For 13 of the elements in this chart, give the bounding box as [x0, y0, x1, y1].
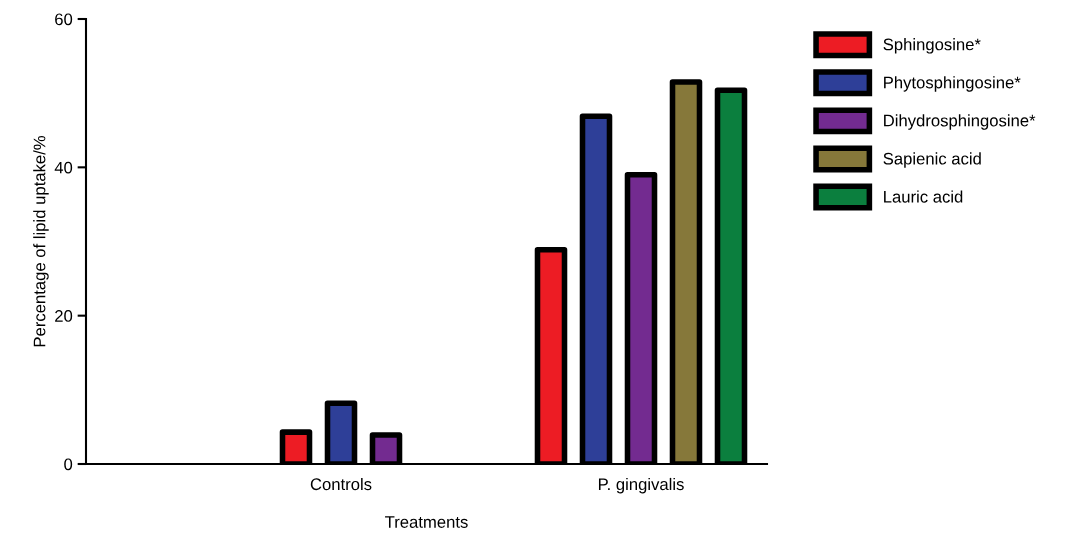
x-axis-title: Treatments [385, 516, 468, 528]
legend-label: Sapienic acid [883, 152, 981, 168]
legend-label: Lauric acid [884, 190, 963, 203]
legend-label: Phytosphingosine* [884, 76, 1021, 92]
y-tick-label: 20 [55, 310, 73, 322]
y-tick-label: 0 [64, 458, 73, 471]
x-tick-label: P. gingivalis [598, 477, 684, 494]
y-axis-title: Percentage of lipid uptake/% [33, 136, 49, 347]
y-tick-label: 40 [54, 161, 73, 174]
legend-label: Sphingosine* [883, 38, 981, 54]
y-tick-label: 60 [55, 13, 73, 26]
legend-label: Dihydrosphingosine* [884, 114, 1036, 130]
x-tick-label: Controls [310, 477, 372, 491]
